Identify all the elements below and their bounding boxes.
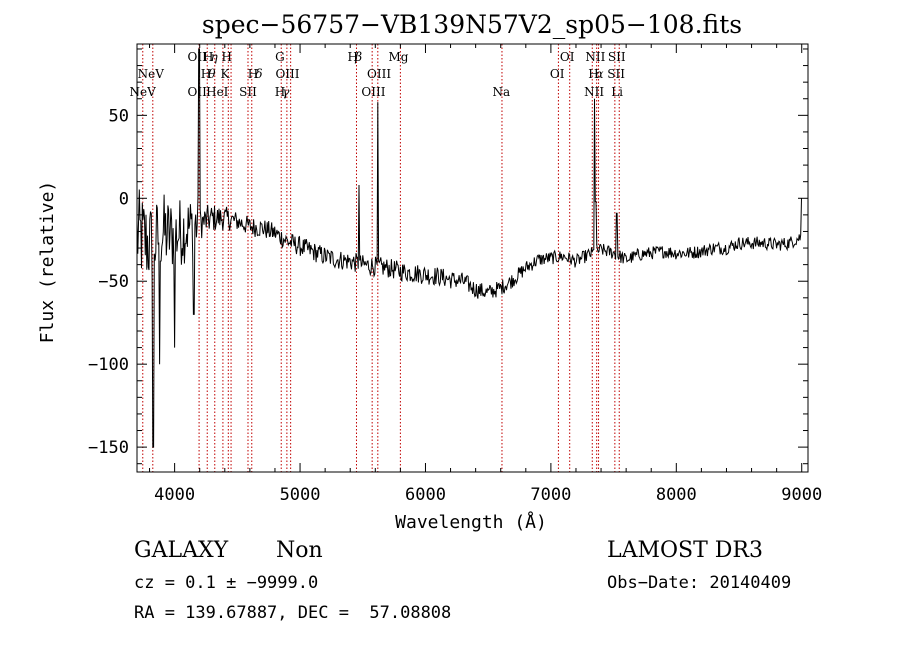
line-label-27: SII — [608, 50, 626, 64]
x-axis-label: Wavelength (Å) — [395, 511, 547, 533]
y-tick-label-0: 50 — [109, 106, 129, 126]
y-tick-label-3: −100 — [88, 355, 129, 375]
line-label-6: H — [201, 67, 211, 81]
line-label-12: HeI — [206, 85, 229, 99]
observation-date: Obs−Date: 20140409 — [607, 573, 792, 593]
line-label-21: OIII — [367, 67, 391, 81]
line-label-29: α — [595, 67, 603, 81]
line-label-13: SII — [239, 85, 257, 99]
line-label-1: NeV — [130, 85, 157, 99]
line-label-8: K — [221, 67, 231, 81]
line-label-26: NII — [585, 50, 605, 64]
line-label-28: H — [588, 67, 598, 81]
y-axis-label: Flux (relative) — [37, 181, 58, 344]
line-label-14: G — [275, 50, 285, 64]
x-tick-label-5: 9000 — [781, 485, 822, 505]
line-label-7: θ — [208, 67, 216, 81]
line-label-24: OI — [560, 50, 575, 64]
line-label-32: Li — [611, 85, 623, 99]
x-tick-label-2: 6000 — [405, 485, 446, 505]
line-label-3: H — [203, 50, 213, 64]
line-label-0: NeV — [138, 67, 165, 81]
line-label-22: OIII — [361, 85, 385, 99]
spectrum-series-line — [136, 48, 802, 448]
line-label-11: OII — [188, 85, 208, 99]
line-label-31: NII — [584, 85, 604, 99]
y-tick-label-2: −50 — [98, 272, 129, 292]
axis-tick-layer: 4000 5000 6000 7000 8000 9000 50 0 −50 −100 −150 — [88, 44, 822, 505]
x-tick-label-0: 4000 — [154, 485, 195, 505]
y-tick-label-1: 0 — [119, 189, 129, 209]
line-label-15: OIII — [275, 67, 299, 81]
line-label-30: SII — [607, 67, 625, 81]
object-class: GALAXY — [134, 538, 229, 563]
line-label-20: Mg — [389, 50, 409, 64]
y-tick-label-4: −150 — [88, 438, 129, 458]
line-label-2: OII — [188, 50, 208, 64]
line-label-17: γ — [282, 85, 290, 99]
survey-name: LAMOST DR3 — [607, 538, 763, 563]
plot-frame — [136, 43, 809, 473]
x-tick-label-3: 7000 — [530, 485, 571, 505]
line-label-16: H — [275, 85, 285, 99]
line-label-5: H — [221, 50, 231, 64]
x-tick-label-4: 8000 — [656, 485, 697, 505]
line-marker-layer — [142, 44, 620, 472]
sky-coordinates: RA = 139.67887, DEC = 57.08808 — [134, 603, 452, 623]
line-label-10: δ — [255, 67, 262, 81]
line-label-23: Na — [493, 85, 511, 99]
x-tick-label-1: 5000 — [280, 485, 321, 505]
line-label-25: OI — [550, 67, 565, 81]
line-label-4: η — [211, 50, 219, 64]
line-label-9: H — [248, 67, 258, 81]
object-subclass: Non — [276, 538, 323, 563]
chart-title: spec−56757−VB139N57V2_sp05−108.fits — [202, 10, 742, 39]
redshift-readout: cz = 0.1 ± −9999.0 — [134, 573, 319, 593]
line-label-19: β — [354, 50, 362, 64]
line-label-18: H — [347, 50, 357, 64]
